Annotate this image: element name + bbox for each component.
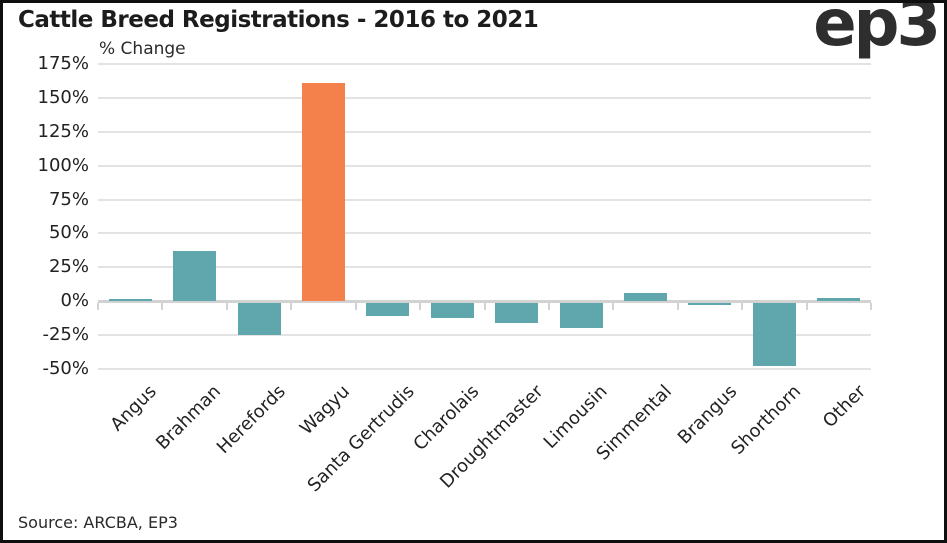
y-tick-label: 75%: [48, 188, 89, 210]
x-tick-label-brangus: Brangus: [673, 381, 741, 449]
axis-tick: [870, 302, 872, 310]
bar-other: [817, 297, 861, 302]
bar-wagyu: [301, 82, 345, 302]
axis-tick: [805, 302, 808, 310]
gridline: [98, 130, 871, 133]
y-tick-label: 175%: [37, 53, 89, 74]
axis-tick: [225, 302, 228, 310]
y-tick-label: 50%: [48, 222, 89, 244]
bar-brahman: [173, 251, 217, 302]
x-tick-label-angus: Angus: [106, 381, 162, 436]
source-note: Source: ARCBA, EP3: [18, 513, 178, 532]
y-tick-label: 25%: [48, 256, 89, 278]
axis-tick: [290, 302, 293, 310]
y-tick-label: -50%: [42, 358, 89, 379]
axis-tick: [547, 302, 550, 310]
bar-droughtmaster: [495, 302, 539, 324]
axis-tick: [483, 302, 486, 310]
ep3-logo: ep3: [813, 0, 941, 61]
y-tick-label: 150%: [37, 86, 89, 108]
axis-tick: [612, 302, 615, 310]
y-tick-label: 125%: [37, 120, 89, 142]
bar-charolais: [430, 302, 474, 318]
gridline: [98, 368, 871, 370]
y-axis-label: % Change: [99, 39, 186, 59]
x-tick-label-wagyu: Wagyu: [296, 381, 355, 440]
bar-limousin: [559, 302, 603, 329]
gridline: [98, 96, 871, 99]
x-tick-label-other: Other: [818, 381, 870, 432]
y-tick-label: 100%: [37, 154, 89, 176]
x-axis-line: [98, 299, 871, 303]
bar-herefords: [237, 302, 281, 336]
axis-tick: [161, 302, 164, 310]
y-tick-label: -25%: [42, 324, 89, 346]
chart-title: Cattle Breed Registrations - 2016 to 202…: [18, 7, 539, 33]
bar-shorthorn: [752, 302, 796, 367]
y-tick-label: 0%: [60, 290, 89, 312]
bar-simmental: [624, 293, 668, 302]
bar-santa-gertrudis: [366, 302, 410, 317]
gridline: [98, 266, 871, 269]
axis-tick: [741, 302, 744, 310]
gridline: [98, 198, 871, 201]
axis-tick: [97, 302, 99, 310]
x-tick-label-herefords: Herefords: [212, 381, 290, 459]
bar-angus: [108, 299, 152, 302]
axis-tick: [676, 302, 679, 310]
plot-area: 175% 150% 125% 100% 75% 50% 25% 0% -25% -50% Angus…: [3, 3, 944, 540]
axis-tick: [354, 302, 357, 310]
axis-tick: [419, 302, 422, 310]
gridline: [98, 232, 871, 235]
bar-brangus: [688, 302, 732, 306]
gridline: [98, 334, 871, 337]
gridline: [98, 63, 871, 65]
gridline: [98, 164, 871, 167]
